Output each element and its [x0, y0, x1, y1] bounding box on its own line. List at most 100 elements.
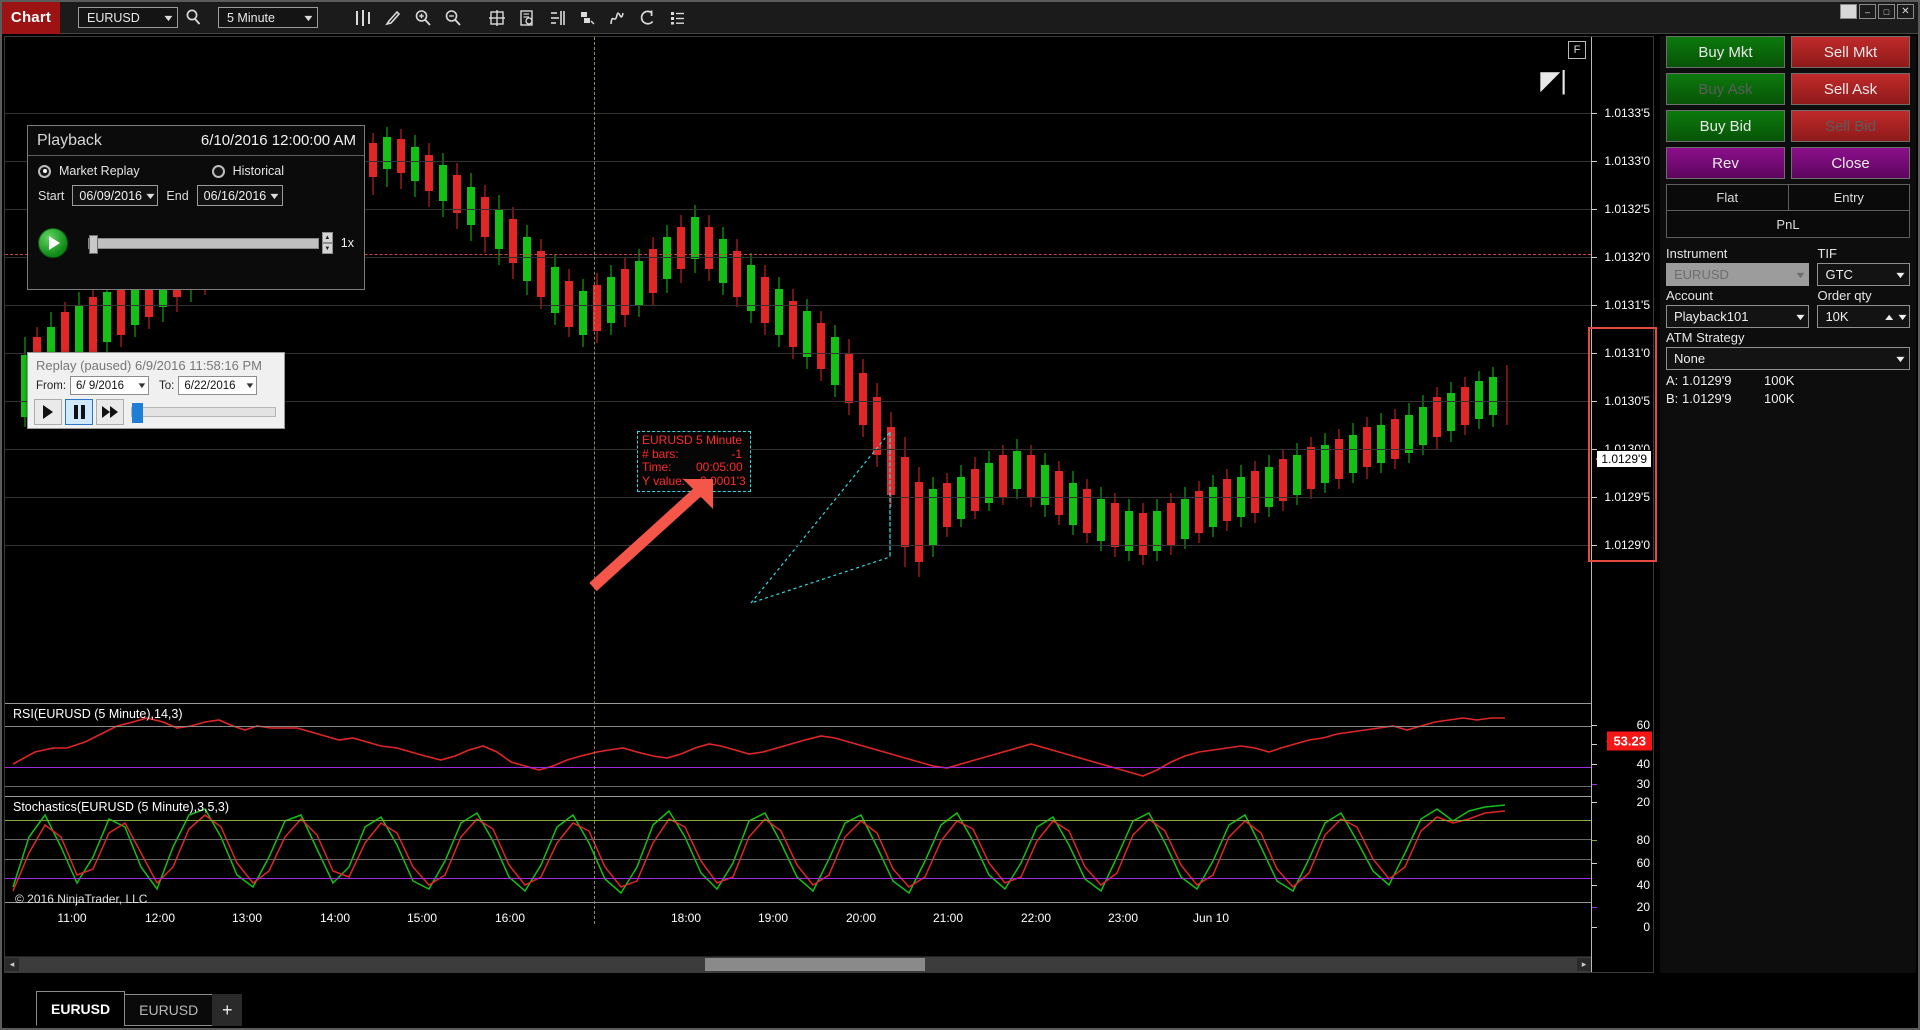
reverse-button[interactable]: Rev — [1666, 147, 1785, 179]
rsi-series — [12, 717, 1505, 777]
copyright-label: © 2016 NinjaTrader, LLC — [15, 892, 148, 906]
price-panel[interactable]: F ◤| — [5, 37, 1591, 702]
price-tick: 1.0132'5 — [1604, 202, 1650, 216]
instrument-field[interactable]: EURUSD ▼ — [1666, 263, 1810, 286]
playback-speed-value: 1x — [340, 236, 354, 250]
ask-tag: A: — [1666, 373, 1679, 388]
price-tick: 1.0131'0 — [1604, 346, 1650, 360]
tif-field-group: TIF GTC ▼ — [1817, 246, 1910, 286]
crosshair-grid-icon[interactable] — [482, 2, 512, 34]
stochastics-panel[interactable]: Stochastics(EURUSD (5 Minute),3,5,3) — [5, 796, 1591, 901]
account-field[interactable]: Playback101 ▼ — [1666, 305, 1810, 328]
order-qty-field-group: Order qty 10K ▲▼ — [1817, 288, 1910, 328]
window-close-button[interactable]: ✕ — [1897, 4, 1914, 19]
account-qty-row: Account Playback101 ▼ Order qty 10K ▲▼ — [1666, 288, 1910, 328]
buy-mkt-button[interactable]: Buy Mkt — [1666, 36, 1785, 68]
timeframe-selector[interactable]: 5 Minute ▼ — [218, 7, 318, 28]
order-qty-field[interactable]: 10K ▲▼ — [1817, 305, 1910, 328]
tooltip-title: EURUSD 5 Minute — [642, 433, 743, 447]
bar-type-icon[interactable] — [348, 2, 378, 34]
bid-tag: B: — [1666, 391, 1679, 406]
price-tick: 1.0130'5 — [1604, 394, 1650, 408]
scrollbar-thumb[interactable] — [705, 958, 925, 971]
stepper-up-icon[interactable]: ▲ — [321, 232, 333, 243]
radio-market-replay[interactable]: Market Replay — [38, 164, 140, 178]
order-entry-panel[interactable]: Buy Mkt Sell Mkt Buy Ask Sell Ask Buy Bi… — [1660, 36, 1916, 973]
data-box-icon[interactable] — [512, 2, 542, 34]
buy-bid-button[interactable]: Buy Bid — [1666, 110, 1785, 142]
chevron-down-icon: ▼ — [1893, 353, 1908, 364]
list-icon[interactable] — [662, 2, 692, 34]
stepper-down-icon[interactable]: ▼ — [321, 243, 333, 254]
time-tick: 16:00 — [494, 911, 526, 925]
order-flow-icon[interactable] — [572, 2, 602, 34]
chart-container[interactable]: F ◤| — [4, 36, 1657, 973]
instrument-selector[interactable]: EURUSD ▼ — [78, 7, 178, 28]
indicator-wave-icon[interactable] — [602, 2, 632, 34]
price-axis[interactable]: 1.0133'5 1.0133'0 1.0132'5 1.0132'0 1.01… — [1588, 37, 1657, 972]
replay-position-slider[interactable] — [131, 403, 276, 423]
scroll-left-arrow-icon[interactable]: ◂ — [5, 958, 19, 971]
chart-menu-button[interactable]: Chart — [2, 1, 60, 34]
replay-play-button[interactable] — [34, 399, 62, 425]
chart-tab-eurusd-2[interactable]: EURUSD — [124, 994, 214, 1026]
pnl-button[interactable]: PnL — [1666, 211, 1910, 238]
tooltip-value: -1 — [731, 446, 742, 461]
window-minimize-button[interactable]: – — [1859, 4, 1876, 19]
account-field-value: Playback101 — [1674, 309, 1749, 324]
zoom-out-icon[interactable] — [438, 2, 468, 34]
order-qty-label: Order qty — [1817, 288, 1872, 303]
window-restore-button[interactable] — [1840, 4, 1857, 19]
sell-bid-button[interactable]: Sell Bid — [1791, 110, 1910, 142]
window-maximize-button[interactable]: □ — [1878, 4, 1895, 19]
search-icon[interactable] — [178, 2, 208, 34]
replay-to-selector[interactable]: 6/22/2016 ▼ — [178, 376, 258, 395]
sell-mkt-button[interactable]: Sell Mkt — [1791, 36, 1910, 68]
add-tab-button[interactable]: + — [212, 994, 243, 1026]
radio-dot-icon — [211, 164, 225, 178]
zoom-in-icon[interactable] — [408, 2, 438, 34]
replay-fast-forward-button[interactable] — [96, 399, 124, 425]
chart-plot-area[interactable]: F ◤| — [5, 37, 1591, 972]
workspace: F ◤| — [2, 34, 1918, 1028]
time-axis[interactable]: 11:00 12:00 13:00 14:00 15:00 16:00 18:0… — [5, 902, 1591, 934]
replay-from-selector[interactable]: 6/ 9/2016 ▼ — [70, 376, 150, 395]
compare-icon[interactable] — [542, 2, 572, 34]
scroll-right-arrow-icon[interactable]: ▸ — [1577, 958, 1591, 971]
slider-knob[interactable] — [132, 403, 143, 423]
playback-speed-stepper[interactable]: ▲ ▼ — [321, 232, 333, 254]
end-date-selector[interactable]: 06/16/2016 ▼ — [196, 185, 283, 206]
radio-historical[interactable]: Historical — [211, 164, 284, 178]
playback-position-slider[interactable] — [88, 234, 319, 254]
stochastics-tick: 0 — [1643, 920, 1650, 934]
tooltip-row: # bars: -1 — [642, 446, 746, 462]
slider-knob[interactable] — [89, 234, 98, 254]
refresh-icon[interactable] — [632, 2, 662, 34]
playback-play-button[interactable] — [38, 228, 68, 258]
close-button[interactable]: Close — [1791, 147, 1910, 179]
chart-f-badge[interactable]: F — [1568, 41, 1586, 59]
tif-field[interactable]: GTC ▼ — [1817, 263, 1910, 286]
buy-ask-button[interactable]: Buy Ask — [1666, 73, 1785, 105]
chevron-down-icon: ▼ — [1893, 269, 1908, 280]
price-tick: 1.0132'0 — [1604, 250, 1650, 264]
playback-dialog[interactable]: Playback 6/10/2016 12:00:00 AM Market Re… — [27, 125, 365, 290]
chart-tab-eurusd-1[interactable]: EURUSD — [36, 991, 126, 1026]
bid-size: 100K — [1764, 391, 1795, 406]
atm-strategy-field[interactable]: None ▼ — [1666, 347, 1910, 370]
entry-button[interactable]: Entry — [1788, 184, 1910, 211]
sell-ask-button[interactable]: Sell Ask — [1791, 73, 1910, 105]
replay-control-window[interactable]: Replay (paused) 6/9/2016 11:58:16 PM Fro… — [27, 352, 285, 429]
qty-stepper-icon[interactable]: ▲▼ — [1882, 311, 1910, 322]
tooltip-key: Time: — [642, 460, 672, 475]
replay-pause-button[interactable] — [65, 399, 93, 425]
flat-button[interactable]: Flat — [1666, 184, 1789, 211]
price-axis-selection-box[interactable] — [1588, 327, 1657, 562]
time-tick: 18:00 — [670, 911, 702, 925]
start-date-selector[interactable]: 06/09/2016 ▼ — [72, 185, 159, 206]
chart-horizontal-scrollbar[interactable]: ◂ ▸ — [5, 956, 1591, 972]
rsi-panel-label: RSI(EURUSD (5 Minute),14,3) — [13, 707, 183, 721]
draw-pencil-icon[interactable] — [378, 2, 408, 34]
timeframe-selector-value: 5 Minute — [227, 10, 275, 25]
rsi-panel[interactable]: RSI(EURUSD (5 Minute),14,3) — [5, 703, 1591, 795]
